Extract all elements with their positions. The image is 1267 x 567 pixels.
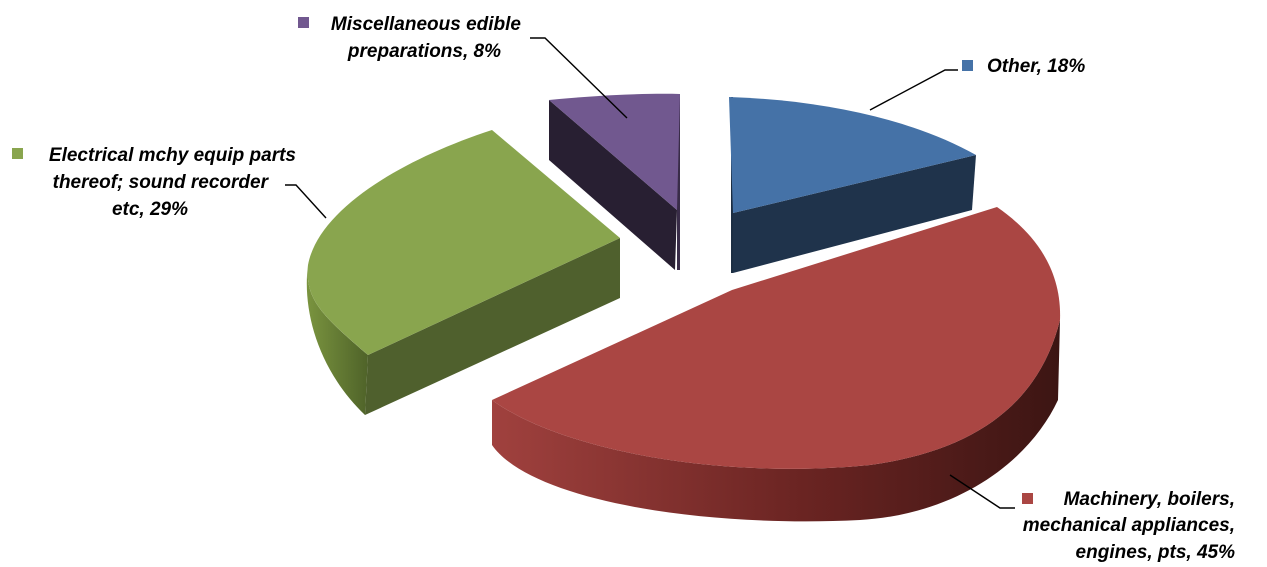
leader-other [869,69,958,111]
label-machinery: Machinery, boilers, mechanical appliance… [1022,489,1235,563]
slice-side-misc [549,100,677,270]
slice-electrical [307,130,620,355]
slice-label-machinery-line1: Machinery, boilers, [1064,489,1235,510]
leader-lines [285,37,1015,509]
slice-curved-side-machinery [492,320,1060,522]
slice-label-electrical-line1: Electrical mchy equip parts [49,145,296,166]
slice-misc [549,93,680,210]
legend-marker-other [962,60,973,71]
slice-label-other: Other, 18% [987,56,1085,77]
slice-side-other [733,155,976,273]
slice-label-machinery-line3: engines, pts, 45% [1076,542,1236,563]
slice-label-electrical-line3: etc, 29% [112,199,188,220]
label-other: Other, 18% [962,56,1085,77]
legend-marker-electrical [12,148,23,159]
label-misc: Miscellaneous edible preparations, 8% [298,14,521,62]
pie-slices [306,93,1061,522]
leader-electrical [285,184,327,219]
legend-marker-misc [298,17,309,28]
slice-curved-side-electrical [306,265,368,415]
slice-machinery [492,207,1061,469]
slice-label-machinery-line2: mechanical appliances, [1023,515,1235,536]
leader-misc [530,37,628,119]
label-electrical: Electrical mchy equip parts thereof; sou… [12,145,296,220]
slice-label-misc-line1: Miscellaneous edible [331,14,521,35]
slice-side-electrical [365,238,620,415]
slice-label-electrical-line2: thereof; sound recorder [53,172,270,193]
leader-machinery [949,474,1015,509]
legend-marker-machinery [1022,493,1033,504]
slice-other [729,97,976,213]
slice-label-misc-line2: preparations, 8% [347,41,501,62]
